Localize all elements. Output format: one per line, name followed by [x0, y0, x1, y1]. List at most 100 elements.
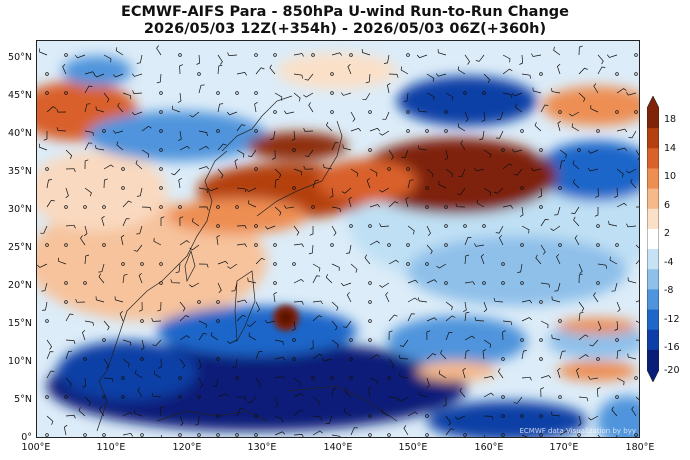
wind-barb	[464, 254, 470, 265]
lat-label: 30°N	[8, 204, 32, 215]
wind-barb	[608, 220, 618, 227]
wind-barb	[325, 415, 333, 424]
wind-barb	[293, 73, 304, 79]
wind-barb	[589, 339, 599, 347]
chart-title: ECMWF-AIFS Para - 850hPa U-wind Run-to-R…	[121, 4, 569, 20]
wind-barb	[84, 159, 89, 170]
wind-barb	[379, 130, 390, 136]
wind-barb	[400, 66, 409, 75]
wind-barb	[40, 225, 48, 234]
wind-barb	[75, 298, 86, 303]
wind-barb	[103, 320, 110, 331]
wind-barb	[502, 68, 513, 75]
wind-barb	[136, 187, 143, 197]
wind-barb	[342, 320, 352, 328]
wind-barb	[217, 168, 224, 179]
calm-marker	[520, 414, 524, 418]
lat-label: 25°N	[8, 242, 32, 253]
wind-barb	[217, 260, 229, 265]
wind-barb	[103, 377, 114, 382]
calm-marker	[235, 433, 239, 437]
wind-barb	[464, 111, 469, 123]
wind-barb	[513, 396, 523, 404]
colorbar-band	[647, 148, 659, 169]
wind-barb	[551, 296, 561, 303]
wind-barb	[616, 202, 627, 208]
calm-marker	[254, 129, 258, 133]
calm-marker	[102, 205, 106, 209]
wind-barb	[463, 301, 467, 313]
calm-marker	[254, 414, 258, 418]
wind-barb	[84, 142, 93, 151]
wind-barb	[179, 335, 190, 341]
wind-barb	[226, 339, 238, 344]
wind-barb	[198, 332, 207, 341]
calm-marker	[406, 167, 410, 171]
wind-barb	[331, 263, 340, 271]
wind-barb	[454, 415, 466, 420]
calm-marker	[539, 433, 543, 437]
wind-barb	[578, 301, 585, 312]
calm-marker	[254, 167, 258, 171]
wind-barb	[274, 415, 283, 423]
wind-barb	[540, 387, 545, 398]
wind-barb	[348, 196, 352, 208]
wind-barb	[364, 254, 371, 265]
wind-barb	[407, 411, 418, 417]
wind-barb	[445, 301, 453, 311]
calm-marker	[45, 433, 49, 437]
calm-marker	[368, 110, 372, 114]
wind-barb	[369, 240, 380, 246]
wind-barb	[473, 243, 485, 247]
wind-barb	[122, 358, 130, 368]
wind-barb	[65, 187, 69, 199]
wind-barb	[616, 349, 622, 360]
wind-barb	[198, 206, 209, 211]
wind-barb	[379, 223, 390, 227]
wind-barb	[312, 430, 323, 436]
wind-barb	[417, 145, 428, 151]
colorbar-band	[647, 249, 659, 270]
wind-barb	[595, 187, 599, 198]
wind-barb	[331, 142, 339, 151]
wind-barb	[312, 300, 323, 305]
wind-barb	[151, 392, 162, 398]
calm-marker	[216, 319, 220, 323]
wind-barb	[157, 301, 162, 312]
calm-marker	[425, 205, 429, 209]
wind-barb	[616, 168, 624, 178]
wind-barb	[635, 149, 639, 160]
calm-marker	[520, 186, 524, 190]
wind-barb	[198, 166, 210, 170]
wind-barb	[480, 253, 485, 265]
wind-barb	[138, 301, 143, 312]
wind-barb	[65, 168, 76, 173]
wind-barb	[321, 357, 333, 362]
wind-barb	[388, 314, 398, 322]
wind-barb	[635, 206, 639, 208]
calm-marker	[406, 110, 410, 114]
lat-label: 5°N	[14, 394, 32, 405]
wind-barb	[198, 187, 208, 193]
wind-barb	[440, 349, 447, 360]
calm-marker	[273, 53, 277, 57]
calm-marker	[159, 148, 163, 152]
wind-barb	[309, 226, 314, 236]
wind-barb	[274, 396, 279, 408]
wind-barb	[291, 130, 296, 141]
calm-marker	[615, 338, 619, 342]
wind-barb	[274, 178, 280, 189]
lat-label: 35°N	[8, 166, 32, 177]
calm-marker	[596, 281, 600, 285]
calm-marker	[121, 376, 125, 380]
wind-barb	[445, 428, 455, 436]
wind-barb	[304, 149, 314, 158]
wind-barb	[340, 92, 352, 96]
wind-barb	[293, 243, 304, 248]
wind-barb	[255, 377, 262, 388]
wind-barb	[540, 218, 549, 227]
wind-barb	[236, 314, 246, 322]
calm-marker	[254, 224, 258, 228]
calm-marker	[254, 433, 258, 437]
wind-barb	[112, 130, 124, 134]
